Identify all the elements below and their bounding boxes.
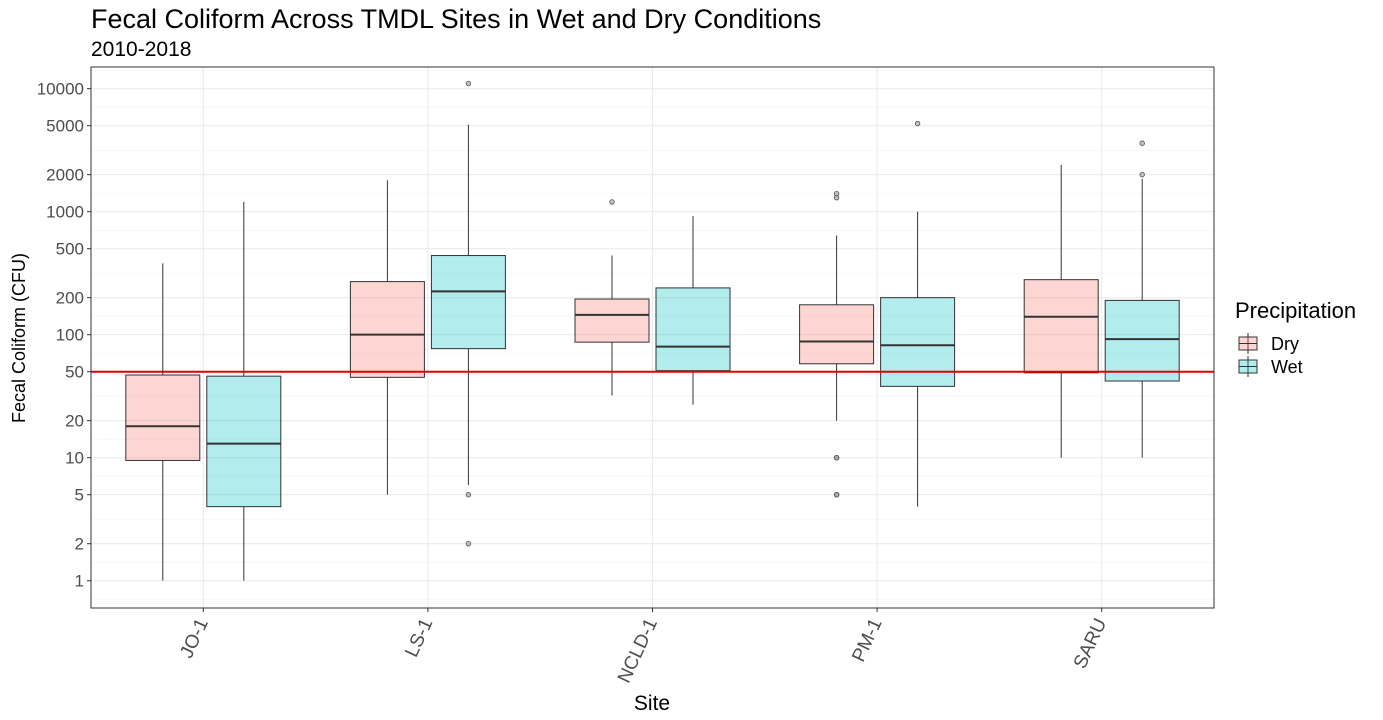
- y-tick-label: 5: [75, 486, 84, 505]
- grid-lines: [91, 67, 1214, 608]
- outlier-point: [465, 80, 472, 87]
- outlier-point: [465, 540, 472, 547]
- legend: Precipitation Dry Wet: [1235, 298, 1356, 377]
- box-wet-LS-1: [430, 80, 506, 547]
- y-axis: 1 2 5 10 20 50 100 200 500 1000 2000 5000 10000: [37, 80, 91, 591]
- box-wet-PM-1: [880, 120, 956, 507]
- outlier-point: [1139, 171, 1145, 178]
- outlier-point: [609, 199, 615, 205]
- box-wet-JO-1: [206, 201, 282, 581]
- x-axis: JO-1 LS-1 NCLD-1 PM-1 SARU: [176, 608, 1111, 686]
- y-tick-label: 10: [65, 449, 84, 468]
- y-tick-label: 1000: [46, 203, 84, 222]
- legend-title: Precipitation: [1235, 298, 1356, 323]
- y-axis-title: Fecal Coliform (CFU): [9, 253, 29, 423]
- x-tick-label: JO-1: [176, 615, 212, 661]
- box-body: [430, 255, 506, 350]
- x-tick-label: PM-1: [848, 615, 886, 665]
- box-body: [880, 297, 956, 387]
- y-tick-label: 2000: [46, 166, 84, 185]
- y-tick-label: 1: [75, 572, 84, 591]
- y-tick-label: 10000: [37, 80, 84, 99]
- x-tick-label: LS-1: [401, 615, 437, 660]
- legend-item-wet: Wet: [1238, 356, 1303, 377]
- y-tick-label: 5000: [46, 117, 84, 136]
- box-body: [1023, 279, 1099, 374]
- box-wet-NCLD-1: [655, 216, 731, 405]
- x-axis-title: Site: [634, 692, 670, 715]
- box-dry-LS-1: [349, 180, 425, 495]
- legend-label: Wet: [1271, 357, 1303, 377]
- y-tick-label: 2: [75, 535, 84, 554]
- chart-title: Fecal Coliform Across TMDL Sites in Wet …: [91, 4, 822, 34]
- outlier-point: [914, 120, 921, 127]
- outlier-point: [833, 492, 840, 498]
- chart-subtitle: 2010-2018: [91, 38, 192, 61]
- box-body: [206, 375, 282, 508]
- box-dry-NCLD-1: [574, 199, 650, 396]
- outlier-point: [1139, 140, 1145, 146]
- box-body: [349, 281, 425, 378]
- outlier-point: [833, 454, 840, 461]
- box-body: [799, 304, 875, 365]
- box-body: [1104, 299, 1180, 382]
- box-body: [574, 298, 650, 343]
- y-tick-label: 100: [56, 326, 84, 345]
- y-tick-label: 200: [56, 289, 84, 308]
- x-tick-label: SARU: [1070, 615, 1111, 672]
- legend-label: Dry: [1271, 334, 1299, 354]
- y-tick-label: 20: [65, 412, 84, 431]
- outlier-point: [833, 194, 840, 201]
- y-tick-label: 500: [56, 240, 84, 259]
- box-wet-SARU: [1104, 140, 1180, 458]
- x-tick-label: NCLD-1: [614, 615, 662, 686]
- box-dry-SARU: [1023, 164, 1099, 458]
- outlier-point: [465, 492, 472, 498]
- box-dry-PM-1: [799, 190, 875, 498]
- box-body: [655, 287, 731, 372]
- y-tick-label: 50: [65, 363, 84, 382]
- box-dry-JO-1: [125, 263, 201, 581]
- legend-item-dry: Dry: [1238, 333, 1299, 354]
- box-body: [125, 374, 201, 461]
